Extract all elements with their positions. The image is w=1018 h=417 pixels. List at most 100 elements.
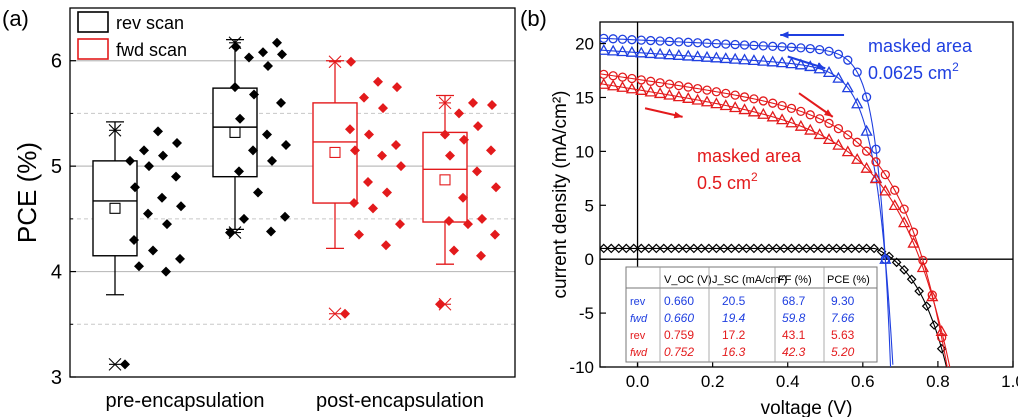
curve-marker — [796, 106, 806, 117]
data-point — [134, 261, 144, 272]
curve-marker — [628, 243, 639, 254]
curve-marker — [711, 87, 722, 97]
data-point — [477, 213, 487, 224]
curve-marker — [711, 39, 722, 49]
curve-marker — [871, 144, 881, 154]
curve-marker — [839, 243, 849, 254]
x-tick-label: 0.8 — [926, 372, 950, 391]
star-marker — [328, 307, 342, 321]
table-cell-ff: 59.8 — [782, 311, 806, 325]
curve-marker — [749, 243, 759, 254]
curve-marker — [749, 40, 759, 51]
curve-marker — [672, 90, 685, 102]
box — [422, 131, 468, 223]
data-point — [435, 299, 445, 310]
y-tick-label: -10 — [569, 358, 594, 377]
curve-marker — [710, 51, 723, 63]
curve-marker — [635, 83, 648, 95]
data-point — [476, 250, 486, 261]
curve-marker — [824, 46, 834, 56]
table-cell-pce: 5.63 — [831, 328, 855, 342]
curve-marker — [627, 35, 637, 45]
curve-marker — [749, 94, 759, 104]
data-point — [158, 150, 168, 161]
curve-marker — [935, 325, 948, 337]
data-point — [463, 219, 473, 230]
x-category-label: pre-encapsulation — [106, 390, 265, 412]
data-point — [248, 145, 258, 156]
data-point — [444, 215, 454, 226]
data-point — [171, 171, 181, 182]
y-tick-label: 20 — [575, 35, 594, 54]
curve-marker — [625, 45, 639, 57]
table-cell-voc: 0.660 — [664, 294, 694, 308]
panel-a-label: (a) — [2, 6, 29, 31]
curve-marker — [757, 54, 770, 66]
curve-marker — [674, 80, 684, 91]
curve-marker — [710, 97, 723, 109]
data-point — [486, 145, 496, 156]
data-point — [225, 227, 235, 238]
curve-marker — [739, 40, 750, 50]
curve-marker — [869, 172, 883, 184]
data-point — [445, 150, 455, 161]
data-point — [249, 89, 259, 100]
data-point — [359, 92, 369, 103]
curve-marker — [729, 101, 742, 113]
curve-marker — [906, 274, 917, 285]
data-point — [244, 52, 254, 63]
table-cell-jsc: 16.3 — [722, 345, 746, 359]
table-cell-jsc: 19.4 — [722, 311, 746, 325]
data-point — [346, 56, 356, 67]
curve-marker — [655, 36, 665, 46]
y-tick-label: 3 — [51, 367, 62, 389]
legend: rev scan fwd scan — [77, 11, 187, 60]
curve-marker — [921, 301, 932, 312]
table-cell-voc: 0.752 — [664, 345, 694, 359]
data-point — [231, 42, 241, 53]
curve-marker — [914, 286, 924, 297]
table-cell-jsc: 17.2 — [722, 328, 746, 342]
curve-marker — [766, 55, 779, 67]
curve-marker — [729, 52, 742, 64]
curve-marker — [653, 47, 667, 59]
curve-marker — [768, 98, 778, 108]
curve-marker — [936, 343, 947, 354]
curve-marker — [700, 50, 714, 62]
curve-marker — [758, 96, 768, 106]
curve-marker — [843, 130, 853, 140]
data-point — [235, 113, 245, 124]
curve-marker — [747, 105, 761, 117]
curve-line — [600, 73, 948, 367]
curve-marker — [625, 82, 639, 94]
data-point — [363, 176, 373, 187]
curve-marker — [673, 243, 684, 254]
star-marker — [108, 123, 122, 137]
curve-marker — [831, 243, 842, 254]
curve-marker — [721, 39, 731, 49]
curve-marker — [891, 257, 902, 268]
curve-marker — [756, 243, 767, 254]
curve-marker — [929, 320, 940, 330]
curve-marker — [771, 243, 782, 254]
legend-label: fwd scan — [116, 40, 187, 60]
curve-marker — [600, 43, 610, 55]
annotation-area: 0.0625 cm2 — [868, 60, 959, 83]
curve-marker — [672, 48, 685, 60]
annotation-title: masked area — [697, 146, 802, 166]
curve-marker — [861, 243, 872, 254]
curve-marker — [822, 66, 836, 78]
data-point — [162, 219, 172, 230]
data-point — [263, 60, 273, 71]
panel-b-label: (b) — [520, 6, 547, 31]
curve-marker — [777, 42, 787, 52]
data-point — [143, 208, 153, 219]
curve-marker — [636, 35, 646, 45]
curve-marker — [696, 243, 707, 254]
annotation-area-sup: 2 — [952, 60, 959, 74]
mean-marker — [229, 126, 241, 138]
curve-marker — [721, 88, 731, 99]
data-point — [239, 213, 249, 224]
curve-marker — [779, 243, 789, 254]
